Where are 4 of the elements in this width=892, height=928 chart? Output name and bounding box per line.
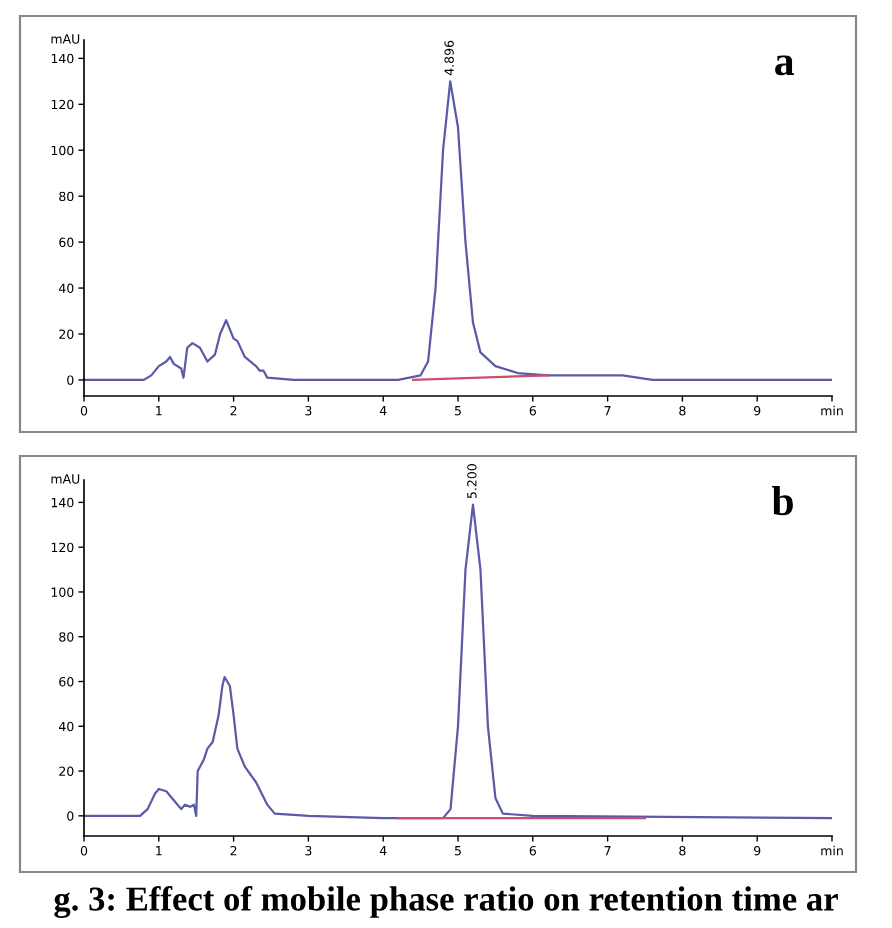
annotation: b — [771, 486, 793, 516]
annotation: a — [775, 55, 794, 76]
line-series — [84, 80, 832, 382]
text: g. 3: Effect of mobile phase ratio on retention time ar — [54, 885, 838, 919]
